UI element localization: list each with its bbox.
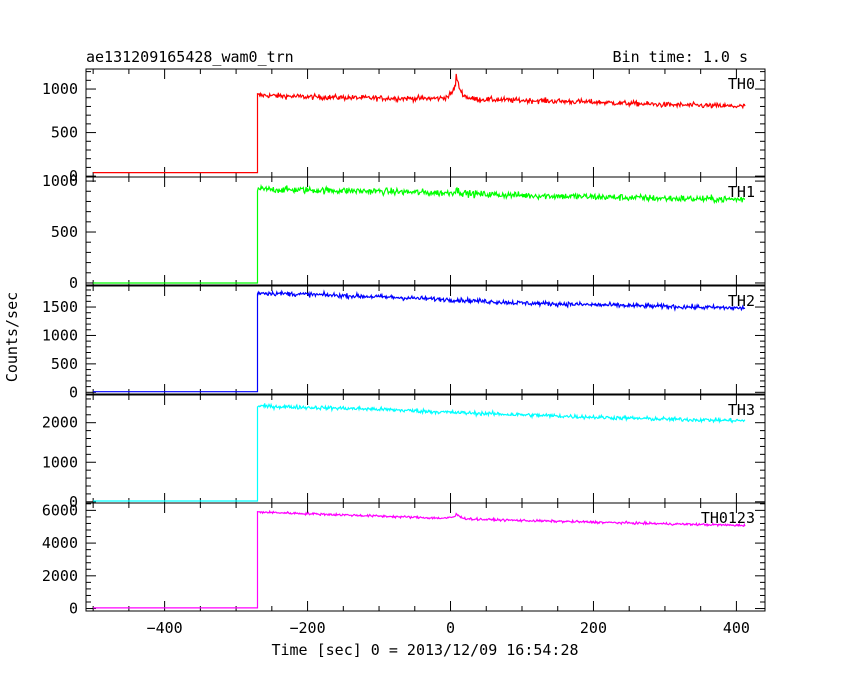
y-tick-label: 0: [69, 383, 78, 401]
y-axis-label: Counts/sec: [3, 292, 21, 382]
y-tick-label: 500: [51, 124, 78, 142]
panel-th1: 0 500 1000 TH1: [42, 172, 766, 292]
panel-th2: 0 500 1000 1500 TH2: [42, 285, 766, 401]
panel-label-th0: TH0: [728, 75, 755, 93]
panel-frame: [85, 176, 766, 286]
x-tick-label: −200: [290, 619, 326, 637]
y-tick-label: 0: [69, 493, 78, 511]
panel-frame: [85, 285, 766, 395]
y-tick-label: 1000: [42, 80, 78, 98]
y-tick-label: 1000: [42, 453, 78, 471]
x-tick-label: 0: [446, 619, 455, 637]
y-tick-label: 500: [51, 355, 78, 373]
y-tick-label: 2000: [42, 414, 78, 432]
y-tick-label: 0: [69, 274, 78, 292]
panel-th3: 0 1000 2000 TH3: [42, 394, 766, 511]
bin-time-label: Bin time: 1.0 s: [613, 48, 748, 66]
y-tick-label: 1000: [42, 172, 78, 190]
y-tick-label: 500: [51, 223, 78, 241]
y-tick-label: 6000: [42, 501, 78, 519]
x-tick-label: −400: [147, 619, 183, 637]
x-tick-label: 200: [580, 619, 607, 637]
panel-label-th0123: TH0123: [701, 509, 755, 527]
series-line-th2: [93, 289, 746, 393]
x-axis-label: Time [sec] 0 = 2013/12/09 16:54:28: [271, 641, 578, 659]
series-line-th1: [93, 183, 746, 284]
panel-label-th2: TH2: [728, 292, 755, 310]
panel-th0123: 0 2000 4000 6000 TH0123: [42, 501, 766, 618]
chart-title: ae131209165428_wam0_trn: [86, 48, 294, 66]
x-tick-label: 400: [723, 619, 750, 637]
y-tick-label: 0: [69, 167, 78, 185]
y-tick-label: 0: [69, 600, 78, 618]
panel-label-th1: TH1: [728, 183, 755, 201]
panel-th0: 0 500 1000 TH0: [42, 68, 766, 185]
series-line-th0123: [93, 509, 746, 609]
y-tick-label: 1000: [42, 326, 78, 344]
panel-label-th3: TH3: [728, 401, 755, 419]
y-tick-label: 4000: [42, 534, 78, 552]
y-tick-label: 2000: [42, 567, 78, 585]
y-tick-label: 1500: [42, 298, 78, 316]
series-line-th3: [93, 402, 746, 502]
panel-frame: [85, 502, 766, 612]
series-line-th0: [93, 73, 746, 174]
panel-frame: [85, 68, 766, 178]
